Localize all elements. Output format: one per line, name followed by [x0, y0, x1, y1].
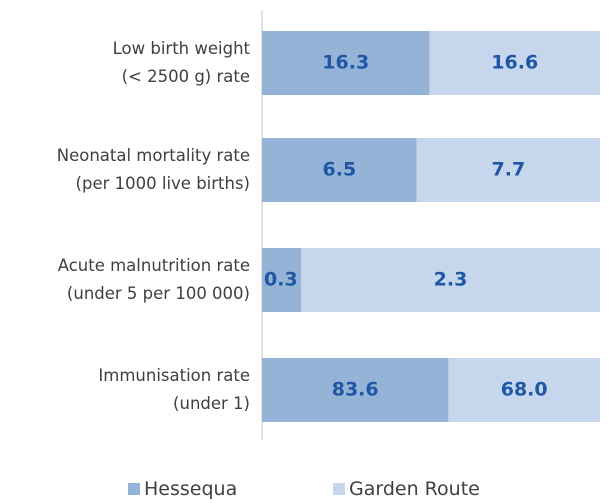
bar-segment [429, 31, 600, 95]
value-label: 16.3 [322, 52, 369, 74]
bar-segment [448, 358, 600, 422]
bar-segment [416, 138, 600, 202]
value-label: 6.5 [323, 159, 357, 181]
legend-item: Garden Route [333, 478, 480, 500]
bar-segment [262, 31, 430, 95]
category-label: Immunisation rate (under 1) [98, 366, 250, 413]
legend-label: Garden Route [349, 478, 480, 500]
value-label: 16.6 [491, 52, 538, 74]
bar-segment [301, 248, 600, 312]
value-label: 83.6 [332, 379, 379, 401]
legend-item: Hessequa [128, 478, 237, 500]
category-label: Acute malnutrition rate (under 5 per 100… [57, 256, 250, 303]
category-label: Low birth weight (< 2500 g) rate [112, 39, 250, 86]
legend-swatch [333, 483, 345, 495]
bar-segment [262, 358, 449, 422]
category-label: Neonatal mortality rate (per 1000 live b… [56, 146, 250, 193]
value-label: 68.0 [501, 379, 548, 401]
bar-segment [262, 248, 301, 312]
value-label: 2.3 [434, 269, 468, 291]
legend-label: Hessequa [144, 478, 238, 500]
value-label: 7.7 [492, 159, 526, 181]
bar-segment [262, 138, 417, 202]
value-label: 0.3 [264, 269, 298, 291]
legend-swatch [128, 483, 140, 495]
